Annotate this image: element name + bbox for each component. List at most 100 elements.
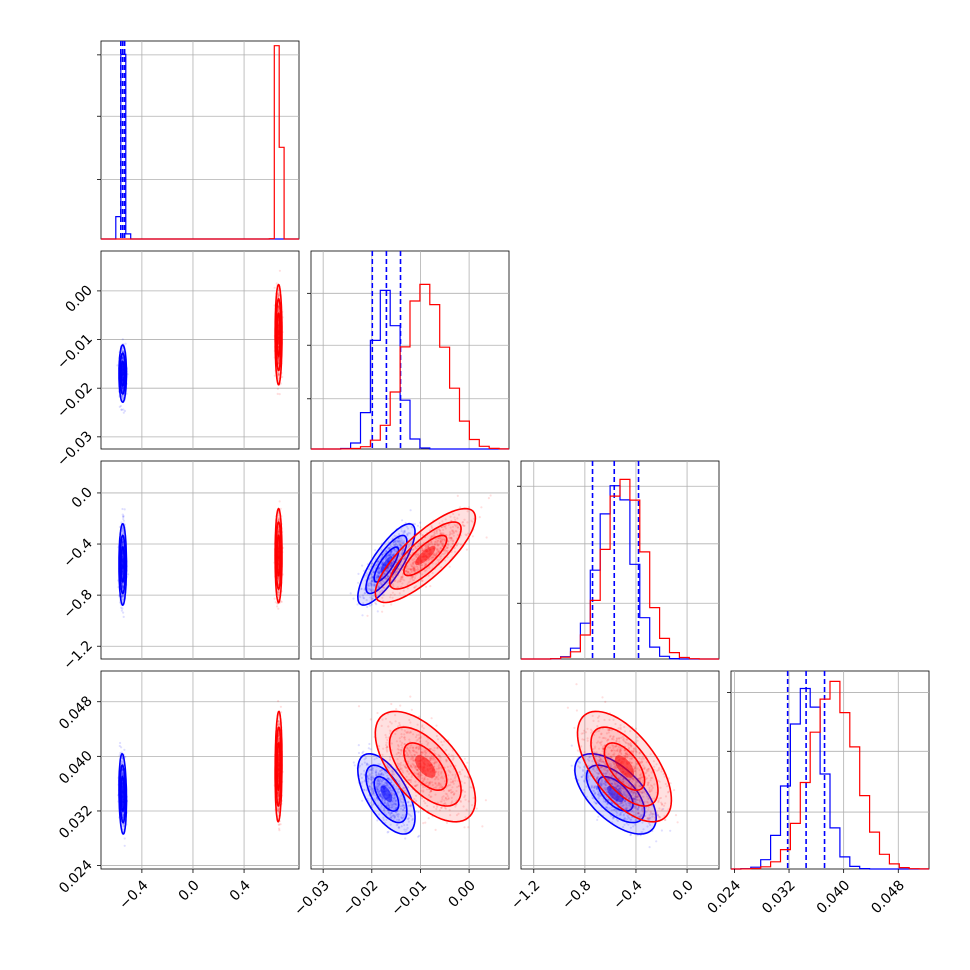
red-sample-point: [281, 375, 284, 379]
blue-sample-point: [389, 553, 392, 557]
blue-sample-point: [369, 596, 372, 599]
blue-sample-point: [370, 579, 373, 583]
red-sample-point: [409, 563, 412, 566]
red-sample-point: [277, 532, 280, 535]
red-sample-point: [445, 534, 448, 537]
blue-sample-point: [403, 557, 406, 560]
red-sample-point: [414, 546, 417, 549]
red-sample-point: [450, 545, 453, 548]
blue-sample-point: [370, 580, 373, 583]
blue-sample-point: [398, 541, 401, 544]
red-sample-point: [381, 610, 384, 613]
red-sample-point: [433, 543, 437, 546]
blue-sample-point: [368, 568, 371, 571]
red-sample-point: [277, 357, 280, 360]
blue-sample-point: [379, 581, 382, 584]
red-sample-point: [435, 563, 438, 566]
red-sample-point: [442, 525, 445, 528]
blue-sample-point: [387, 553, 390, 557]
blue-sample-point: [377, 576, 380, 579]
scatter-panel-p0-p3: [100, 670, 300, 870]
blue-sample-point: [372, 570, 376, 573]
blue-sample-point: [389, 565, 392, 568]
scatter-content: [117, 500, 285, 619]
red-sample-point: [400, 576, 403, 579]
blue-sample-point: [413, 523, 416, 526]
blue-sample-point: [405, 533, 408, 536]
blue-sample-point: [121, 386, 124, 389]
blue-sample-point: [367, 584, 370, 587]
blue-sample-point: [408, 545, 411, 548]
red-sample-point: [432, 556, 435, 559]
red-sample-point: [277, 530, 280, 533]
blue-sample-point: [371, 576, 374, 579]
scatter-frame: [100, 670, 300, 870]
blue-sample-point: [374, 578, 378, 581]
blue-sample-point: [361, 614, 364, 617]
red-sample-point: [413, 557, 416, 561]
blue-sample-point: [391, 553, 394, 557]
red-sample-point: [389, 593, 392, 596]
blue-sample-point: [377, 571, 380, 574]
blue-sample-point: [118, 405, 121, 408]
red-sample-point: [411, 567, 414, 570]
blue-sample-point: [401, 549, 404, 552]
red-sample-point: [444, 524, 447, 527]
blue-sample-point: [403, 542, 406, 545]
blue-sample-point: [121, 586, 124, 590]
hist-panel-p0: [97, 40, 300, 240]
red-sample-point: [418, 532, 421, 536]
red-sample-point: [440, 566, 443, 569]
red-sample-point: [465, 534, 468, 537]
blue-sample-point: [409, 532, 412, 535]
red-sample-point: [431, 535, 434, 538]
blue-sample-point: [121, 584, 124, 587]
blue-sample-point: [410, 526, 414, 529]
blue-sample-point: [381, 560, 385, 564]
blue-sample-point: [121, 513, 124, 516]
red-sample-point: [480, 506, 483, 509]
blue-sample-point: [121, 595, 124, 598]
blue-sample-point: [372, 571, 375, 574]
red-sample-point: [452, 542, 455, 545]
blue-sample-point: [396, 568, 399, 571]
blue-sample-point: [122, 594, 125, 598]
blue-sample-point: [377, 561, 380, 564]
blue-sample-point: [406, 533, 409, 536]
blue-sample-point: [360, 587, 363, 591]
red-sample-point: [415, 585, 418, 588]
blue-sample-point: [396, 540, 399, 543]
blue-sample-point: [370, 583, 373, 586]
red-hist-p1: [311, 283, 509, 450]
blue-sample-point: [121, 358, 124, 361]
red-sample-point: [409, 567, 412, 571]
blue-sample-point: [386, 555, 389, 558]
red-sample-point: [439, 546, 442, 550]
red-sample-point: [412, 567, 415, 570]
red-sample-point: [487, 497, 490, 500]
red-sample-point: [440, 554, 443, 558]
blue-sample-point: [416, 524, 419, 527]
red-sample-point: [276, 605, 279, 608]
red-sample-point: [466, 510, 469, 513]
red-sample-point: [427, 574, 430, 577]
red-sample-point: [439, 547, 442, 550]
blue-sample-point: [390, 563, 393, 566]
blue-sample-point: [122, 349, 125, 353]
blue-sample-point: [121, 585, 124, 588]
red-sample-point: [395, 574, 398, 577]
blue-sample-point: [121, 544, 124, 547]
blue-sample-point: [386, 553, 389, 557]
blue-sample-point: [381, 562, 384, 565]
blue-sample-point: [377, 560, 380, 563]
red-sample-point: [438, 537, 441, 540]
blue-sample-point: [121, 394, 124, 397]
red-sample-point: [464, 533, 467, 536]
blue-sample-point: [367, 587, 370, 590]
blue-sample-point: [377, 575, 380, 578]
red-sample-point: [433, 531, 436, 534]
red-sample-point: [417, 552, 420, 556]
blue-sample-point: [402, 531, 405, 534]
red-sample-point: [463, 518, 466, 521]
red-sample-point: [427, 558, 431, 561]
